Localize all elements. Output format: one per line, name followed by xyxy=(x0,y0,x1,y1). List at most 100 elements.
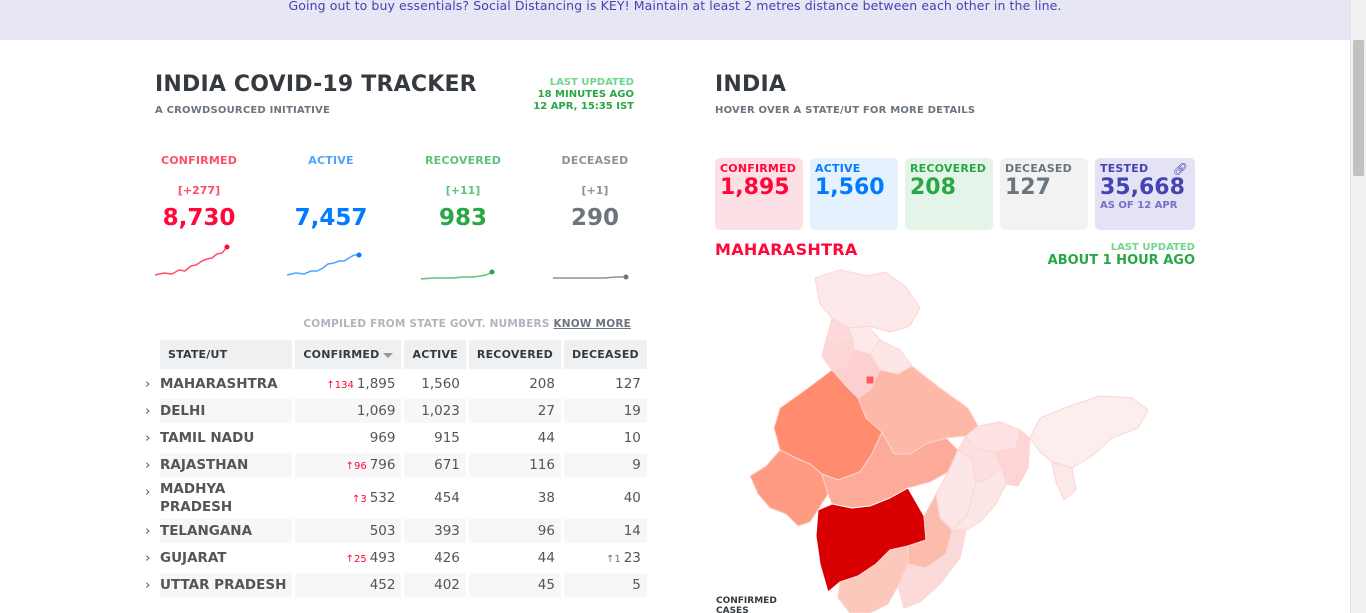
compiled-text: COMPILED FROM STATE GOVT. NUMBERS xyxy=(303,318,550,330)
cell-recovered: 208 xyxy=(529,376,555,392)
cell-active: 426 xyxy=(434,550,460,566)
map-card-confirmed: CONFIRMED 1,895 xyxy=(715,158,803,230)
table-row[interactable]: › TELANGANA 503 393 96 14 xyxy=(145,519,647,543)
header-confirmed[interactable]: CONFIRMED xyxy=(295,340,402,369)
card-value: 1,560 xyxy=(815,175,885,200)
confirmed-value: 493 xyxy=(369,550,396,566)
arrow-up-icon: ↑134 xyxy=(326,380,354,391)
stat-delta: [+11] xyxy=(445,184,481,197)
map-subtitle: HOVER OVER A STATE/UT FOR MORE DETAILS xyxy=(715,105,976,116)
cell-recovered: 96 xyxy=(468,519,561,543)
stat-value: 7,457 xyxy=(294,205,368,231)
chevron-right-icon[interactable]: › xyxy=(145,430,151,446)
cell-deceased: ↑1 23 xyxy=(564,546,647,570)
card-label: ACTIVE xyxy=(815,162,861,175)
chevron-right-icon[interactable]: › xyxy=(145,376,151,392)
last-updated: LAST UPDATED 18 MINUTES AGO 12 APR, 15:3… xyxy=(510,77,634,113)
state-name[interactable]: TAMIL NADU xyxy=(160,430,255,446)
cell-deceased: 14 xyxy=(563,519,647,543)
know-more-link[interactable]: KNOW MORE xyxy=(553,318,631,330)
chevron-right-icon[interactable]: › xyxy=(145,484,151,500)
selected-state-name: MAHARASHTRA xyxy=(715,240,858,259)
map-state xyxy=(865,375,875,385)
stat-active: ACTIVE 7,457 xyxy=(286,154,376,231)
stat-value: 8,730 xyxy=(162,205,236,231)
announcement-banner: Going out to buy essentials? Social Dist… xyxy=(0,0,1350,40)
map-last-updated-label: LAST UPDATED xyxy=(1110,242,1195,253)
map-state xyxy=(951,467,1007,531)
cell-confirmed: 969 xyxy=(369,430,396,446)
arrow-up-icon: ↑25 xyxy=(345,554,367,565)
cell-recovered: 116 xyxy=(468,453,561,477)
cell-active: 915 xyxy=(434,430,460,446)
cell-deceased: 5 xyxy=(563,573,647,597)
sort-down-icon xyxy=(383,352,394,358)
cell-confirmed: ↑134 1,895 xyxy=(295,372,401,396)
stat-label: DECEASED xyxy=(561,154,629,167)
last-updated-ago: 18 MINUTES AGO xyxy=(537,89,634,100)
card-value: 127 xyxy=(1005,175,1051,200)
header-state[interactable]: STATE/UT xyxy=(160,340,293,369)
table-row[interactable]: › GUJARAT ↑25 493 426 44 ↑1 23 xyxy=(145,546,647,570)
header-spacer xyxy=(145,340,157,369)
state-name[interactable]: MADHYA PRADESH xyxy=(160,480,292,516)
state-name[interactable]: TELANGANA xyxy=(160,519,293,543)
cell-deceased: 9 xyxy=(563,453,647,477)
arrow-up-icon: ↑96 xyxy=(345,461,367,472)
state-name[interactable]: UTTAR PRADESH xyxy=(160,573,293,597)
cell-deceased: 127 xyxy=(615,376,641,392)
cell-deceased: 19 xyxy=(563,399,647,423)
chevron-right-icon[interactable]: › xyxy=(145,403,151,419)
state-name[interactable]: DELHI xyxy=(160,399,293,423)
table-row[interactable]: › RAJASTHAN ↑96 796 671 116 9 xyxy=(145,453,647,477)
arrow-up-icon: ↑1 xyxy=(605,554,621,565)
scrollbar-thumb[interactable] xyxy=(1353,40,1364,176)
deceased-sparkline xyxy=(553,274,629,280)
cell-confirmed: 452 xyxy=(295,573,402,597)
cell-recovered: 45 xyxy=(468,573,561,597)
stat-delta: [+277] xyxy=(177,184,221,197)
table-row[interactable]: › UTTAR PRADESH 452 402 45 5 xyxy=(145,573,647,597)
confirmed-increase: 25 xyxy=(353,554,367,565)
cell-deceased: 40 xyxy=(623,490,641,506)
table-row[interactable]: › DELHI 1,069 1,023 27 19 xyxy=(145,399,647,423)
page-scrollbar[interactable] xyxy=(1350,0,1366,613)
card-label: CONFIRMED xyxy=(720,162,797,175)
confirmed-value: 1,895 xyxy=(356,376,396,392)
chevron-right-icon[interactable]: › xyxy=(145,457,151,473)
state-name[interactable]: GUJARAT xyxy=(160,550,227,566)
cell-confirmed: ↑96 796 xyxy=(295,453,402,477)
header-active[interactable]: ACTIVE xyxy=(404,340,466,369)
table-header-row: STATE/UT CONFIRMED ACTIVE RECOVERED DECE… xyxy=(145,340,647,369)
map-state xyxy=(897,529,967,609)
deceased-increase: 1 xyxy=(614,554,621,565)
chevron-right-icon[interactable]: › xyxy=(145,550,151,566)
cell-confirmed: ↑25 493 xyxy=(295,546,401,570)
state-name[interactable]: MAHARASHTRA xyxy=(160,376,278,392)
stat-delta: [+1] xyxy=(581,184,609,197)
confirmed-value: 796 xyxy=(369,457,396,473)
header-deceased[interactable]: DECEASED xyxy=(563,340,647,369)
state-table: STATE/UT CONFIRMED ACTIVE RECOVERED DECE… xyxy=(142,337,650,600)
header-recovered[interactable]: RECOVERED xyxy=(468,340,561,369)
map-last-updated-ago: ABOUT 1 HOUR AGO xyxy=(1047,253,1195,268)
table-row[interactable]: › MADHYA PRADESH ↑3 532 454 38 40 xyxy=(145,480,647,516)
cell-confirmed: 1,069 xyxy=(295,399,402,423)
page-title: INDIA COVID-19 TRACKER xyxy=(155,72,477,97)
table-row[interactable]: › TAMIL NADU 969 915 44 10 xyxy=(145,426,647,450)
link-icon[interactable]: 🔗︎ xyxy=(1172,162,1188,176)
stat-recovered: RECOVERED [+11] 983 xyxy=(418,154,508,231)
map-card-active: ACTIVE 1,560 xyxy=(810,158,898,230)
state-name[interactable]: RAJASTHAN xyxy=(160,453,293,477)
page-subtitle: A CROWDSOURCED INITIATIVE xyxy=(155,105,330,116)
stat-deceased: DECEASED [+1] 290 xyxy=(550,154,640,231)
map-state xyxy=(1051,461,1077,501)
stat-value: 983 xyxy=(438,205,487,231)
cell-recovered: 44 xyxy=(537,430,555,446)
chevron-right-icon[interactable]: › xyxy=(145,523,151,539)
table-row[interactable]: › MAHARASHTRA ↑134 1,895 1,560 208 127 xyxy=(145,372,647,396)
chevron-right-icon[interactable]: › xyxy=(145,577,151,593)
last-updated-label: LAST UPDATED xyxy=(549,77,634,88)
india-map[interactable] xyxy=(740,268,1160,613)
compiled-note: COMPILED FROM STATE GOVT. NUMBERS KNOW M… xyxy=(270,318,631,330)
